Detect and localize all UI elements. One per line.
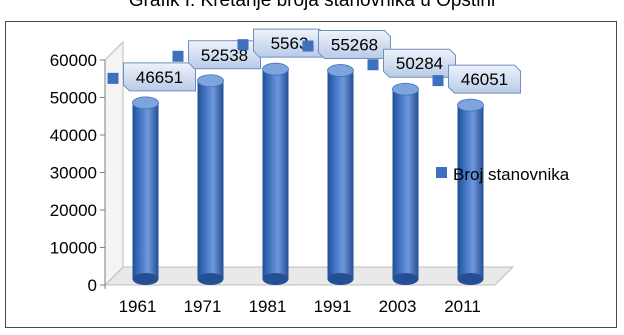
data-label: 46051	[448, 64, 521, 94]
data-label-marker	[367, 59, 379, 71]
bar-base	[132, 273, 159, 285]
bar	[392, 82, 419, 285]
y-tick-label: 10000	[50, 239, 97, 258]
x-tick-label: 2011	[444, 297, 481, 316]
bar-body	[327, 70, 354, 279]
y-tick-label: 40000	[50, 126, 97, 145]
bar	[457, 98, 484, 285]
x-tick-label: 1981	[249, 297, 287, 316]
chart-title: Grafik I: Kretanje broja stanovnika u Op…	[128, 0, 496, 11]
y-tick-label: 60000	[50, 51, 97, 70]
bar-top	[132, 96, 159, 110]
legend-label: Broj stanovnika	[453, 165, 570, 184]
data-label-text: 52538	[201, 46, 248, 65]
legend-marker	[436, 167, 447, 178]
data-label: 46651	[123, 62, 196, 92]
x-tick-label: 1961	[119, 297, 157, 316]
bar-body	[197, 80, 224, 279]
data-label-box	[448, 64, 521, 94]
x-tick-label: 1991	[314, 297, 352, 316]
data-label-marker	[432, 75, 444, 87]
bar-top	[197, 74, 224, 88]
bar	[132, 96, 159, 285]
x-axis-ticks: 1961 1971 1981 1991 2003 2011	[119, 297, 481, 316]
bar-base	[392, 273, 419, 285]
bar-body	[132, 102, 159, 279]
y-tick-label: 30000	[50, 164, 97, 183]
bar-base	[457, 273, 484, 285]
bar-base	[262, 273, 289, 285]
legend: Broj stanovnika	[436, 165, 570, 184]
data-label-text: 46651	[136, 68, 183, 87]
bar-top	[327, 64, 354, 77]
y-axis-ticks: 0 10000 20000 30000 40000 50000 60000	[50, 51, 105, 295]
data-labels: 46651 52538 5563 55268 50284 46051	[107, 28, 521, 94]
bar-top	[457, 98, 484, 112]
bar-base	[327, 273, 354, 285]
chart-frame	[5, 21, 617, 328]
data-label-marker	[302, 40, 314, 52]
y-tick-label: 50000	[50, 89, 97, 108]
x-tick-label: 1971	[184, 297, 222, 316]
data-label-text: 50284	[396, 54, 443, 73]
data-label: 52538	[188, 40, 261, 70]
y-tick-label: 0	[88, 276, 97, 295]
bar-body	[457, 105, 484, 279]
chart-floor	[103, 266, 515, 286]
y-tick-label: 20000	[50, 201, 97, 220]
data-label-text: 55268	[331, 36, 378, 55]
data-label: 55268	[318, 30, 391, 60]
bar-top	[392, 82, 419, 96]
data-label-text: 46051	[461, 70, 508, 89]
data-label-marker	[237, 39, 249, 51]
bar	[262, 62, 289, 285]
bars	[132, 62, 484, 285]
data-label-marker	[172, 50, 184, 62]
bar-top	[262, 62, 289, 76]
data-label: 5563	[253, 28, 326, 58]
x-tick-label: 2003	[379, 297, 417, 316]
bar	[327, 64, 354, 285]
bar-body	[392, 89, 419, 279]
data-label-marker	[107, 72, 119, 84]
bar	[197, 74, 224, 285]
bar-base	[197, 273, 224, 285]
data-label: 50284	[383, 48, 456, 78]
bar-body	[262, 69, 289, 280]
data-label-text: 5563	[271, 34, 309, 53]
